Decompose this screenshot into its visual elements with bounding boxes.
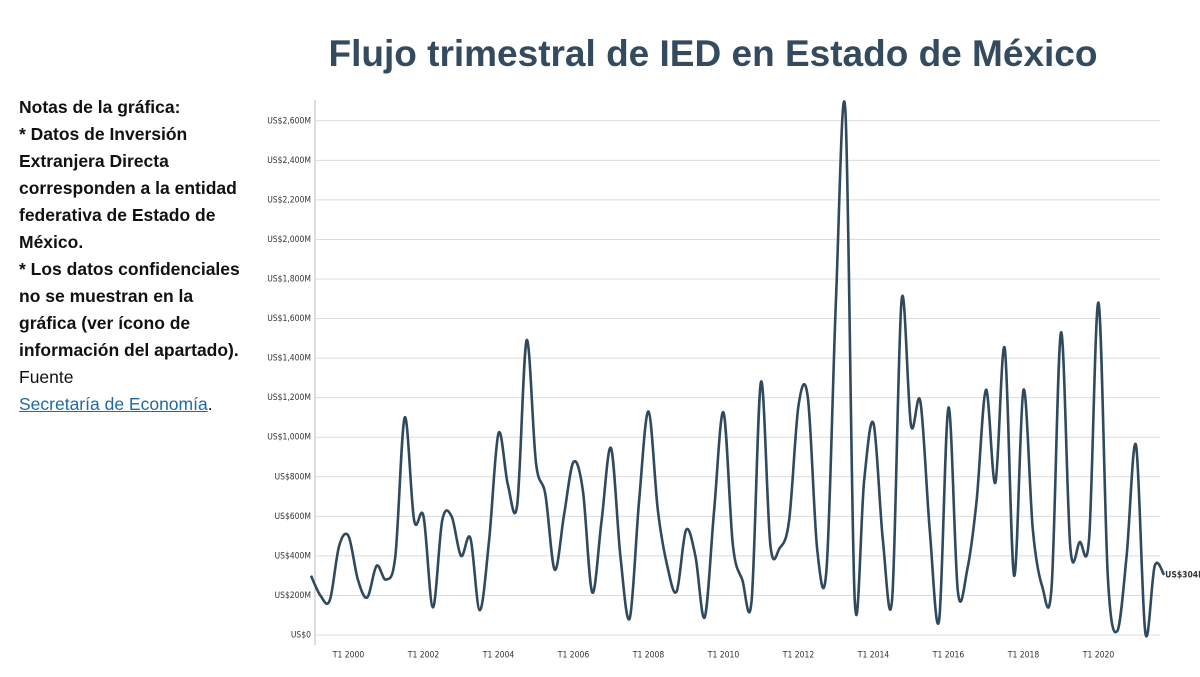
source-line: Secretaría de Economía. bbox=[19, 391, 244, 418]
notes-title: Notas de la gráfica: bbox=[19, 97, 181, 117]
y-tick-label: US$2,400M bbox=[267, 156, 311, 166]
chart-title: Flujo trimestral de IED en Estado de Méx… bbox=[329, 33, 1098, 74]
y-tick-label: US$200M bbox=[274, 591, 311, 601]
x-tick-label: T1 2002 bbox=[407, 651, 440, 661]
data-line bbox=[309, 100, 1166, 638]
source-suffix: . bbox=[207, 394, 213, 414]
y-tick-label: US$1,400M bbox=[267, 354, 311, 364]
x-tick-label: T1 2006 bbox=[557, 651, 590, 661]
x-tick-label: T1 2014 bbox=[857, 651, 890, 661]
y-tick-label: US$600M bbox=[274, 512, 311, 522]
y-tick-label: US$0 bbox=[291, 631, 311, 641]
notes: Notas de la gráfica: * Datos de Inversió… bbox=[19, 94, 244, 418]
x-tick-label: T1 2018 bbox=[1007, 651, 1040, 661]
y-tick-label: US$400M bbox=[274, 551, 311, 561]
y-tick-label: US$2,200M bbox=[267, 195, 311, 205]
y-tick-label: US$800M bbox=[274, 472, 311, 482]
x-tick-label: T1 2008 bbox=[632, 651, 665, 661]
note-item: * Datos de Inversión Extranjera Directa … bbox=[19, 124, 237, 252]
y-tick-label: US$1,600M bbox=[267, 314, 311, 324]
source-label: Fuente bbox=[19, 367, 74, 387]
x-tick-label: T1 2012 bbox=[782, 651, 815, 661]
x-tick-label: T1 2000 bbox=[332, 651, 365, 661]
x-tick-label: T1 2020 bbox=[1082, 651, 1115, 661]
note-item: * Los datos confidenciales no se muestra… bbox=[19, 259, 240, 360]
y-tick-label: US$1,000M bbox=[267, 433, 311, 443]
x-tick-label: T1 2004 bbox=[482, 651, 515, 661]
y-tick-label: US$1,200M bbox=[267, 393, 311, 403]
source-link[interactable]: Secretaría de Economía bbox=[19, 394, 208, 414]
y-tick-label: US$2,000M bbox=[267, 235, 311, 245]
y-tick-label: US$1,800M bbox=[267, 275, 311, 285]
x-tick-label: T1 2010 bbox=[707, 651, 740, 661]
value-label: US$304M bbox=[1165, 570, 1200, 580]
y-tick-label: US$2,600M bbox=[267, 116, 311, 126]
x-tick-label: T1 2016 bbox=[932, 651, 965, 661]
